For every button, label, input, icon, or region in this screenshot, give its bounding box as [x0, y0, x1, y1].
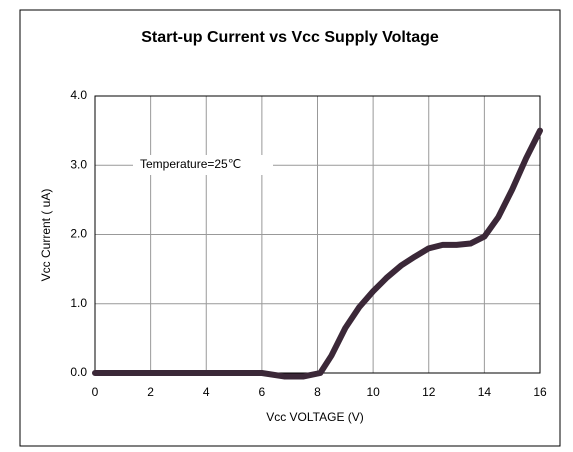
annotation-bg [133, 155, 273, 175]
y-tick-label: 2.0 [70, 227, 87, 241]
annotation: Temperature=25℃ [140, 157, 241, 171]
chart-title: Start-up Current vs Vcc Supply Voltage [141, 29, 439, 46]
y-tick-label: 1.0 [70, 296, 87, 310]
y-tick-label: 3.0 [70, 157, 87, 171]
data-line [92, 127, 543, 380]
x-tick-label: 8 [314, 385, 321, 399]
x-tick-label: 12 [422, 385, 436, 399]
x-tick-label: 16 [533, 385, 547, 399]
x-tick-label: 14 [478, 385, 492, 399]
x-tick-label: 2 [147, 385, 154, 399]
x-tick-label: 10 [366, 385, 380, 399]
chart-frame [19, 9, 561, 447]
y-tick-label: 0.0 [70, 365, 87, 379]
x-tick-label: 0 [92, 385, 99, 399]
y-axis-label: Vcc Current ( uA) [39, 189, 53, 282]
y-tick-label: 4.0 [70, 88, 87, 102]
x-tick-label: 6 [259, 385, 266, 399]
x-axis-label: Vcc VOLTAGE (V) [266, 410, 364, 424]
x-tick-label: 4 [203, 385, 210, 399]
